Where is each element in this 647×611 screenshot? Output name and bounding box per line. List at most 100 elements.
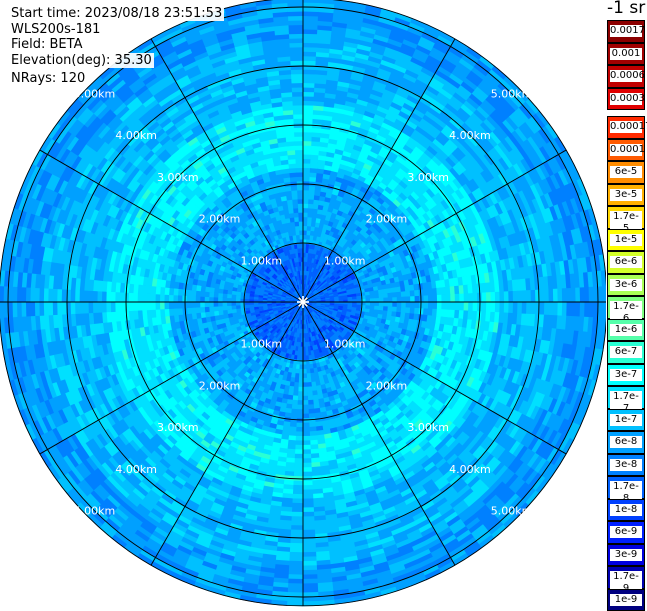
beta-cell bbox=[48, 288, 53, 302]
beta-cell bbox=[446, 302, 451, 310]
beta-cell bbox=[303, 414, 309, 419]
beta-cell bbox=[307, 378, 312, 383]
beta-cell bbox=[504, 302, 509, 313]
beta-cell bbox=[119, 292, 124, 302]
beta-cell bbox=[365, 305, 370, 309]
beta-cell bbox=[298, 391, 303, 396]
beta-cell bbox=[21, 287, 26, 302]
beta-cell bbox=[299, 369, 303, 374]
beta-cell bbox=[305, 346, 308, 351]
beta-cell bbox=[222, 302, 227, 306]
beta-cell bbox=[302, 574, 317, 579]
beta-cell bbox=[97, 291, 102, 302]
beta-cell bbox=[236, 295, 241, 299]
beta-cell bbox=[296, 422, 303, 427]
beta-cell bbox=[88, 302, 93, 314]
beta-cell bbox=[513, 302, 518, 314]
beta-cell bbox=[374, 306, 379, 310]
beta-cell bbox=[236, 305, 241, 309]
beta-cell bbox=[292, 503, 303, 508]
beta-cell bbox=[303, 530, 316, 535]
beta-cell bbox=[293, 489, 303, 494]
beta-cell bbox=[115, 292, 120, 302]
beta-cell bbox=[584, 302, 589, 318]
beta-cell bbox=[173, 295, 178, 302]
beta-cell bbox=[307, 373, 311, 378]
beta-cell bbox=[303, 431, 310, 436]
beta-cell bbox=[288, 570, 303, 575]
beta-cell bbox=[306, 364, 310, 369]
beta-cell bbox=[298, 387, 303, 392]
beta-cell bbox=[481, 302, 486, 312]
beta-cell bbox=[146, 293, 151, 302]
beta-cell bbox=[428, 302, 433, 309]
beta-cell bbox=[222, 293, 227, 298]
beta-cell bbox=[535, 302, 540, 315]
beta-cell bbox=[589, 302, 594, 318]
beta-cell bbox=[291, 516, 303, 521]
beta-cell bbox=[61, 289, 66, 302]
beta-cell bbox=[79, 302, 84, 314]
beta-cell bbox=[70, 289, 75, 302]
beta-cell bbox=[34, 287, 39, 302]
beta-cell bbox=[297, 409, 303, 414]
beta-cell bbox=[307, 386, 312, 391]
beta-cell bbox=[303, 498, 314, 503]
beta-cell bbox=[303, 472, 312, 477]
beta-cell bbox=[0, 301, 4, 318]
beta-cell bbox=[213, 292, 218, 297]
beta-cell bbox=[200, 302, 205, 308]
beta-cell bbox=[196, 291, 201, 297]
beta-cell bbox=[303, 436, 311, 441]
beta-cell bbox=[302, 583, 318, 588]
beta-cell bbox=[231, 298, 236, 302]
beta-cell bbox=[303, 405, 309, 410]
beta-cell bbox=[17, 286, 22, 302]
beta-cell bbox=[292, 507, 303, 512]
beta-cell bbox=[294, 382, 299, 387]
beta-cell bbox=[21, 301, 26, 316]
beta-cell bbox=[52, 301, 57, 315]
beta-cell bbox=[406, 302, 411, 308]
beta-cell bbox=[186, 296, 191, 302]
beta-cell bbox=[294, 454, 303, 459]
beta-cell bbox=[307, 382, 312, 387]
beta-cell bbox=[48, 301, 53, 315]
beta-cell bbox=[432, 302, 437, 309]
beta-cell bbox=[306, 369, 310, 374]
beta-cell bbox=[209, 302, 214, 307]
beta-cell bbox=[115, 302, 120, 312]
beta-cell bbox=[209, 306, 214, 311]
beta-cell bbox=[128, 302, 133, 311]
beta-cell bbox=[383, 302, 388, 307]
beta-cell bbox=[299, 378, 303, 383]
beta-cell bbox=[177, 295, 182, 302]
beta-cell bbox=[303, 543, 316, 548]
beta-cell bbox=[303, 409, 309, 414]
beta-cell bbox=[93, 302, 98, 313]
beta-cell bbox=[562, 302, 567, 316]
beta-cell bbox=[128, 293, 133, 302]
beta-cell bbox=[209, 292, 214, 297]
beta-cell bbox=[191, 302, 196, 308]
beta-cell bbox=[291, 521, 303, 526]
beta-cell bbox=[410, 302, 415, 308]
beta-cell bbox=[102, 291, 107, 302]
beta-cell bbox=[397, 302, 402, 307]
beta-cell bbox=[539, 302, 544, 315]
beta-cell bbox=[66, 289, 71, 302]
beta-cell bbox=[155, 302, 160, 310]
beta-cell bbox=[303, 480, 313, 485]
beta-cell bbox=[84, 302, 89, 314]
beta-cell bbox=[222, 298, 227, 302]
beta-cell bbox=[473, 302, 478, 311]
beta-cell bbox=[508, 302, 513, 313]
beta-cell bbox=[553, 302, 558, 316]
beta-cell bbox=[290, 538, 303, 543]
beta-cell bbox=[302, 565, 317, 570]
beta-cell bbox=[298, 396, 303, 401]
beta-cell bbox=[292, 404, 298, 409]
beta-cell bbox=[289, 556, 303, 561]
beta-cell bbox=[236, 298, 241, 302]
beta-cell bbox=[200, 296, 205, 302]
